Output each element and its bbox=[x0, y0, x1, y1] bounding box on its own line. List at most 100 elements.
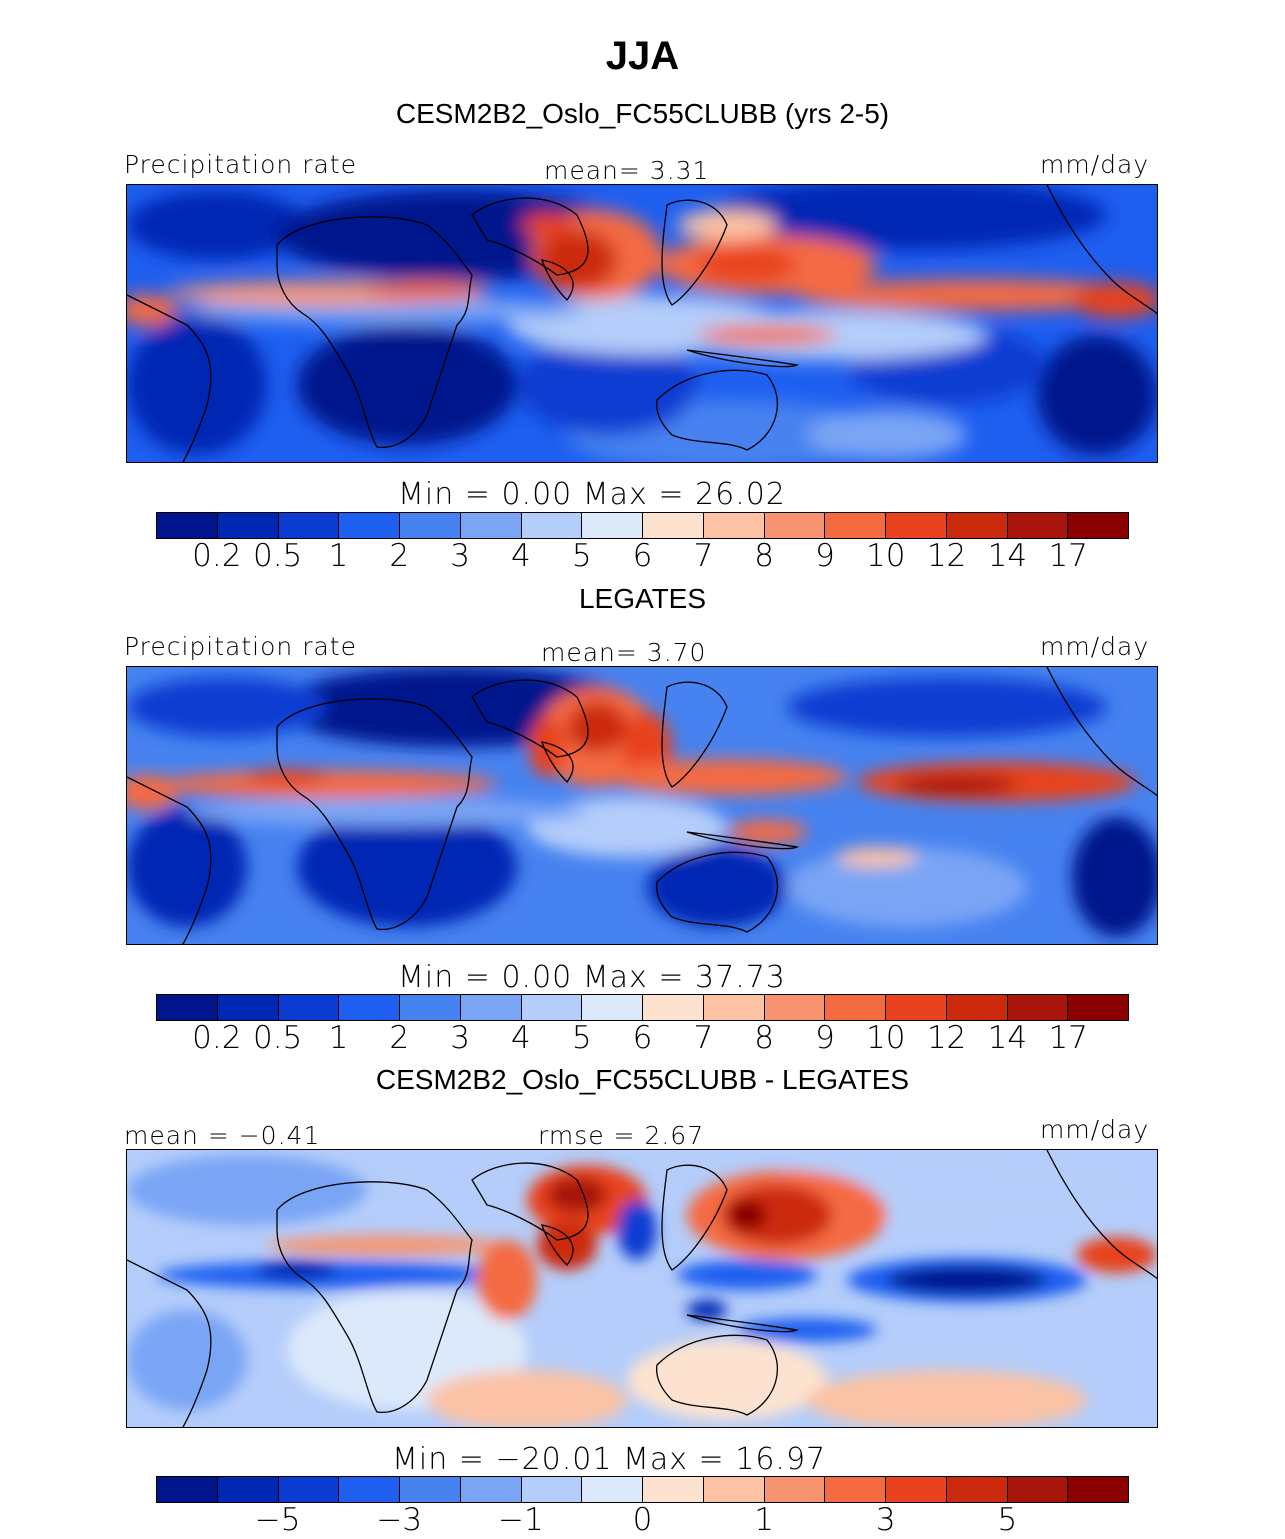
panel-model-variable-label: Precipitation rate bbox=[124, 150, 357, 179]
panel-diff-map bbox=[126, 1149, 1158, 1428]
colorbar-swatch bbox=[1007, 995, 1069, 1020]
panel-obs-units: mm/day bbox=[1040, 632, 1150, 661]
colorbar-swatch bbox=[1007, 1477, 1069, 1502]
colorbar-swatch bbox=[1068, 1477, 1128, 1502]
panel-diff-rmse-label: rmse = 2.67 bbox=[538, 1121, 705, 1150]
colorbar-swatch bbox=[703, 995, 765, 1020]
indonesia-coastline bbox=[686, 349, 800, 368]
colorbar-swatch bbox=[400, 513, 461, 538]
south-america-coastline bbox=[127, 1259, 212, 1427]
colorbar-swatch bbox=[217, 1477, 279, 1502]
colorbar-swatch bbox=[703, 513, 765, 538]
panel-diff-map-svg bbox=[127, 1150, 1157, 1427]
colorbar-swatch bbox=[825, 995, 886, 1020]
india-coastline bbox=[541, 259, 574, 301]
colorbar-swatch bbox=[521, 513, 583, 538]
panel-obs-colorbar bbox=[156, 994, 1129, 1021]
colorbar-swatch bbox=[217, 995, 279, 1020]
colorbar-swatch bbox=[278, 1477, 340, 1502]
colorbar-swatch bbox=[400, 1477, 461, 1502]
panel-obs-minmax: Min = 0.00 Max = 37.73 bbox=[398, 960, 786, 995]
colorbar-tick-label: 6 bbox=[632, 538, 653, 574]
colorbar-swatch bbox=[703, 1477, 765, 1502]
colorbar-swatch bbox=[521, 995, 583, 1020]
colorbar-swatch bbox=[643, 1477, 704, 1502]
colorbar-tick-label: 14 bbox=[987, 538, 1028, 574]
colorbar-swatch bbox=[886, 513, 947, 538]
colorbar-swatch bbox=[764, 995, 826, 1020]
colorbar-tick-label: 7 bbox=[693, 1020, 714, 1056]
colorbar-swatch bbox=[400, 995, 461, 1020]
panel-diff-minmax: Min = −20.01 Max = 16.97 bbox=[392, 1442, 827, 1477]
colorbar-swatch bbox=[278, 995, 340, 1020]
colorbar-tick-label: 8 bbox=[754, 538, 774, 574]
se-asia-coastline bbox=[661, 681, 728, 788]
colorbar-tick-label: 2 bbox=[389, 1020, 410, 1056]
colorbar-tick-label: 1 bbox=[328, 538, 349, 574]
panel-diff-mean-label: mean = −0.41 bbox=[124, 1121, 321, 1150]
india-coastline bbox=[541, 741, 574, 783]
colorbar-tick-label: 5 bbox=[571, 1020, 592, 1056]
figure-title: JJA bbox=[605, 34, 680, 78]
colorbar-swatch bbox=[946, 513, 1008, 538]
colorbar-swatch bbox=[460, 513, 522, 538]
colorbar-tick-label: 5 bbox=[997, 1502, 1018, 1538]
colorbar-swatch bbox=[643, 513, 704, 538]
south-america-coastline bbox=[127, 776, 212, 944]
colorbar-tick-label: −3 bbox=[376, 1502, 423, 1538]
colorbar-swatch bbox=[217, 513, 279, 538]
se-asia-coastline bbox=[661, 1164, 728, 1271]
africa-coastline bbox=[276, 1181, 473, 1414]
colorbar-tick-label: 10 bbox=[866, 538, 906, 574]
colorbar-tick-label: 2 bbox=[389, 538, 410, 574]
panel-diff-colorbar bbox=[156, 1476, 1129, 1503]
americas-coastline bbox=[1046, 185, 1157, 315]
americas-coastline bbox=[1046, 1150, 1157, 1280]
colorbar-swatch bbox=[764, 513, 826, 538]
colorbar-tick-label: 6 bbox=[632, 1020, 653, 1056]
colorbar-swatch bbox=[886, 995, 947, 1020]
panel-obs-map-svg bbox=[127, 667, 1157, 944]
colorbar-tick-label: 0 bbox=[632, 1502, 653, 1538]
colorbar-swatch bbox=[825, 1477, 886, 1502]
south-america-coastline bbox=[127, 294, 212, 462]
colorbar-tick-label: 0.5 bbox=[252, 1020, 303, 1056]
panel-obs-section-title: LEGATES bbox=[578, 583, 707, 614]
indonesia-coastline bbox=[686, 831, 800, 850]
panel-obs-variable-label: Precipitation rate bbox=[124, 632, 357, 661]
colorbar-tick-label: 3 bbox=[875, 1502, 896, 1538]
colorbar-swatch bbox=[764, 1477, 826, 1502]
colorbar-swatch bbox=[339, 513, 400, 538]
australia-coastline bbox=[656, 1334, 779, 1416]
colorbar-tick-label: 12 bbox=[926, 1020, 967, 1056]
arabia-coastline bbox=[471, 1162, 589, 1241]
colorbar-swatch bbox=[582, 1477, 643, 1502]
colorbar-tick-label: 1 bbox=[328, 1020, 349, 1056]
colorbar-swatch bbox=[278, 513, 340, 538]
colorbar-tick-label: 1 bbox=[754, 1502, 774, 1538]
colorbar-swatch bbox=[886, 1477, 947, 1502]
colorbar-swatch bbox=[157, 1477, 218, 1502]
africa-coastline bbox=[276, 698, 473, 931]
colorbar-tick-label: 4 bbox=[511, 538, 531, 574]
colorbar-swatch bbox=[339, 995, 400, 1020]
panel-model-mean-label: mean= 3.31 bbox=[544, 156, 710, 185]
colorbar-tick-label: 8 bbox=[754, 1020, 774, 1056]
colorbar-tick-label: 4 bbox=[511, 1020, 531, 1056]
australia-coastline bbox=[656, 851, 779, 933]
americas-coastline bbox=[1046, 667, 1157, 797]
colorbar-tick-label: 7 bbox=[693, 538, 714, 574]
colorbar-tick-label: 10 bbox=[866, 1020, 906, 1056]
panel-diff-section-title: CESM2B2_Oslo_FC55CLUBB - LEGATES bbox=[375, 1064, 910, 1095]
colorbar-tick-label: 5 bbox=[571, 538, 592, 574]
panel-model-map bbox=[126, 184, 1158, 463]
colorbar-swatch bbox=[521, 1477, 583, 1502]
colorbar-swatch bbox=[157, 513, 218, 538]
colorbar-tick-label: 17 bbox=[1048, 538, 1088, 574]
colorbar-tick-label: 9 bbox=[815, 538, 835, 574]
colorbar-tick-label: 17 bbox=[1048, 1020, 1088, 1056]
india-coastline bbox=[541, 1224, 574, 1266]
australia-coastline bbox=[656, 369, 779, 451]
colorbar-tick-label: 0.2 bbox=[192, 538, 242, 574]
colorbar-tick-label: 3 bbox=[450, 538, 470, 574]
